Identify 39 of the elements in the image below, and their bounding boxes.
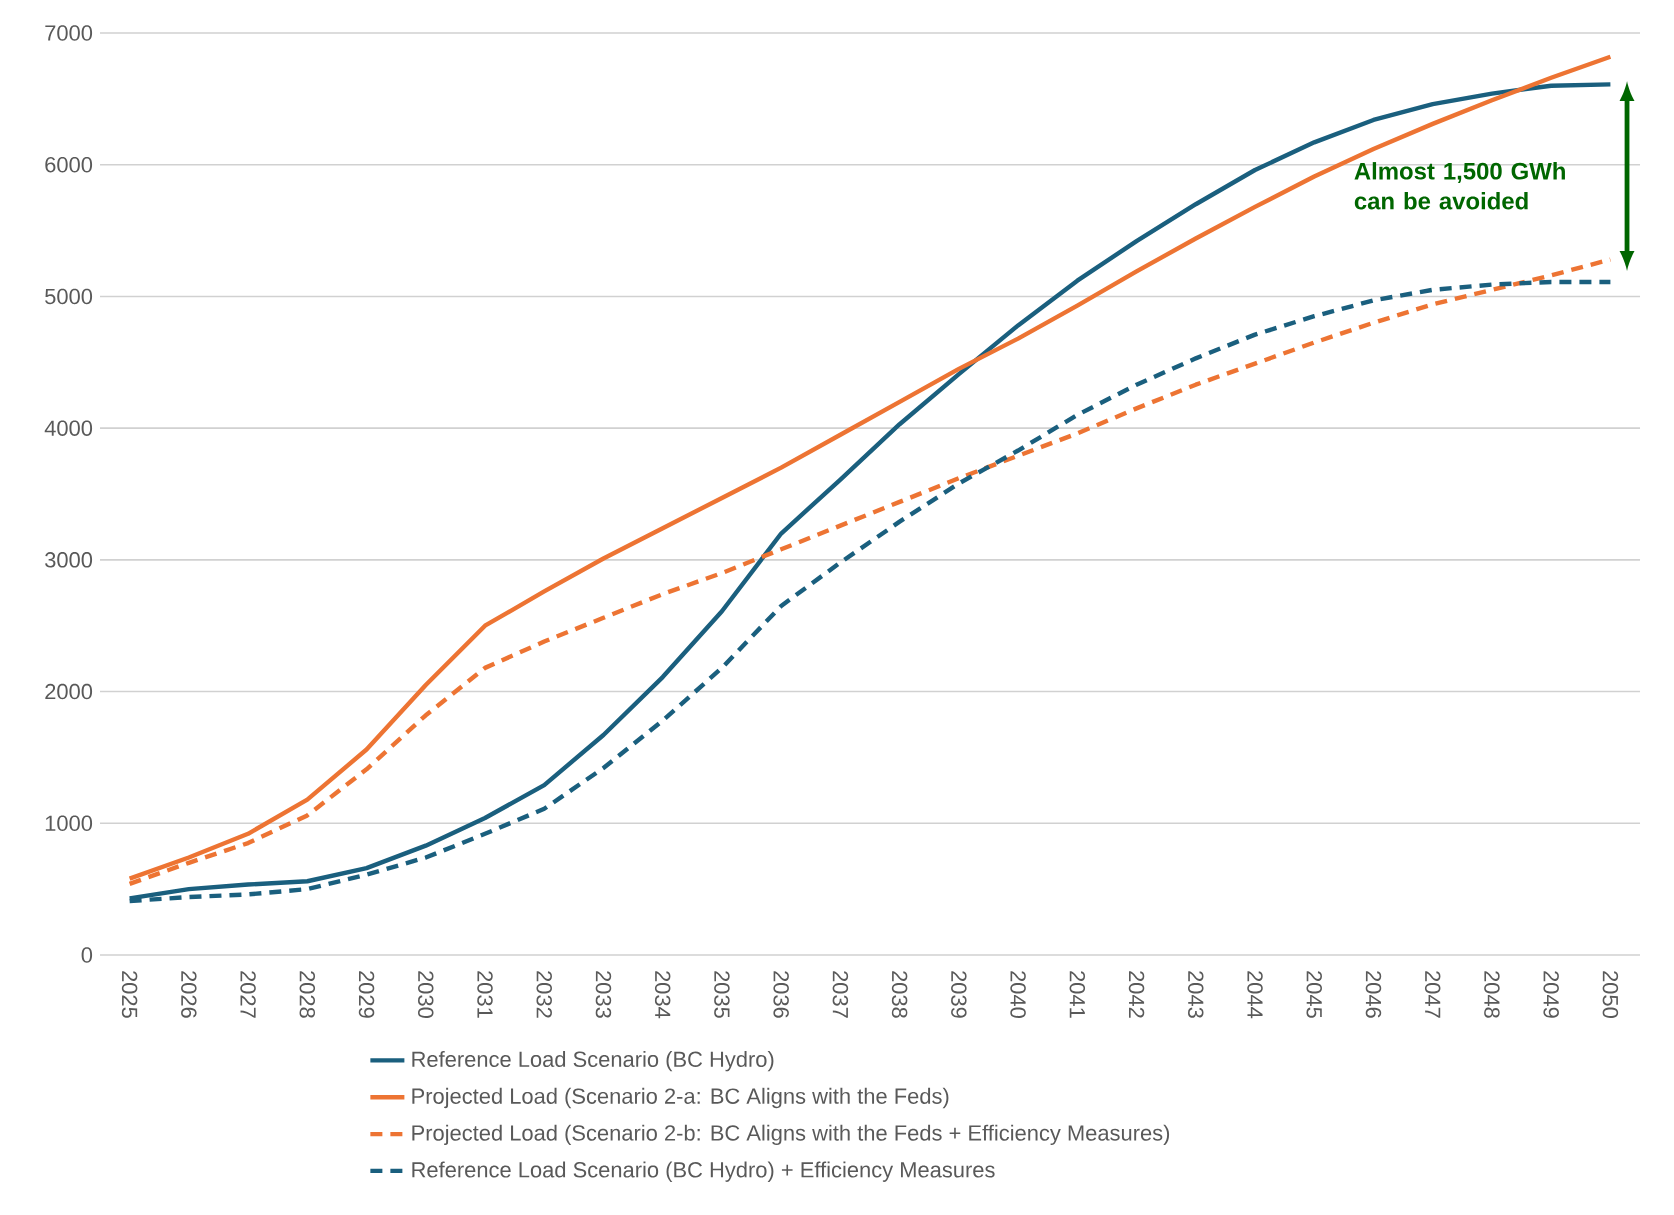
y-tick-label: 2000 — [45, 683, 93, 700]
x-tick-label: 2050 — [1602, 971, 1619, 1018]
x-tick-label: 2044 — [1247, 971, 1263, 1019]
y-tick-label: 4000 — [44, 420, 93, 436]
x-tick-label: 2049 — [1543, 971, 1559, 1018]
x-tick-label: 2046 — [1365, 971, 1382, 1018]
legend-label: Reference Load Scenario (BC Hydro) — [412, 1050, 774, 1072]
annotation: Almost 1,500 GWh can be avoided — [1354, 162, 1565, 210]
x-tick-label: 2029 — [358, 971, 375, 1018]
y-tick-label: 5000 — [45, 288, 93, 305]
y-tick-label: 0 — [81, 947, 93, 963]
legend-label: Projected Load (Scenario 2-b: BC Aligns with the Feds + Efficiency Measures) — [412, 1124, 1170, 1146]
x-tick-label: 2034 — [654, 971, 671, 1019]
legend-label: Projected Load (Scenario 2-a: BC Aligns with the Feds) — [412, 1087, 949, 1109]
x-tick-label: 2039 — [951, 971, 967, 1018]
x-tick-label: 2026 — [181, 971, 197, 1018]
x-tick-label: 2042 — [1128, 971, 1145, 1018]
legend-label: Reference Load Scenario (BC Hydro) + Efficiency Measures — [412, 1161, 995, 1182]
y-tick-label: 3000 — [45, 552, 93, 568]
x-tick-label: 2040 — [1010, 971, 1026, 1018]
x-tick-label: 2033 — [595, 971, 612, 1018]
y-tick-label: 7000 — [45, 25, 93, 41]
x-tick-label: 2047 — [1424, 971, 1441, 1018]
x-tick-label: 2028 — [299, 971, 316, 1018]
y-tick-label: 6000 — [45, 156, 93, 173]
y-tick-label: 1000 — [45, 815, 93, 832]
x-tick-label: 2036 — [773, 971, 789, 1018]
x-tick-label: 2035 — [714, 971, 730, 1018]
x-tick-label: 2031 — [477, 971, 493, 1018]
x-tick-label: 2045 — [1306, 971, 1322, 1018]
x-tick-label: 2037 — [832, 971, 849, 1018]
x-tick-label: 2038 — [891, 971, 908, 1018]
x-tick-label: 2043 — [1188, 971, 1204, 1018]
x-tick-label: 2032 — [536, 971, 552, 1018]
x-tick-label: 2030 — [418, 971, 434, 1018]
x-tick-label: 2025 — [121, 971, 138, 1018]
x-tick-label: 2027 — [240, 971, 256, 1018]
x-tick-label: 2048 — [1484, 971, 1500, 1018]
x-tick-label: 2041 — [1069, 971, 1086, 1018]
